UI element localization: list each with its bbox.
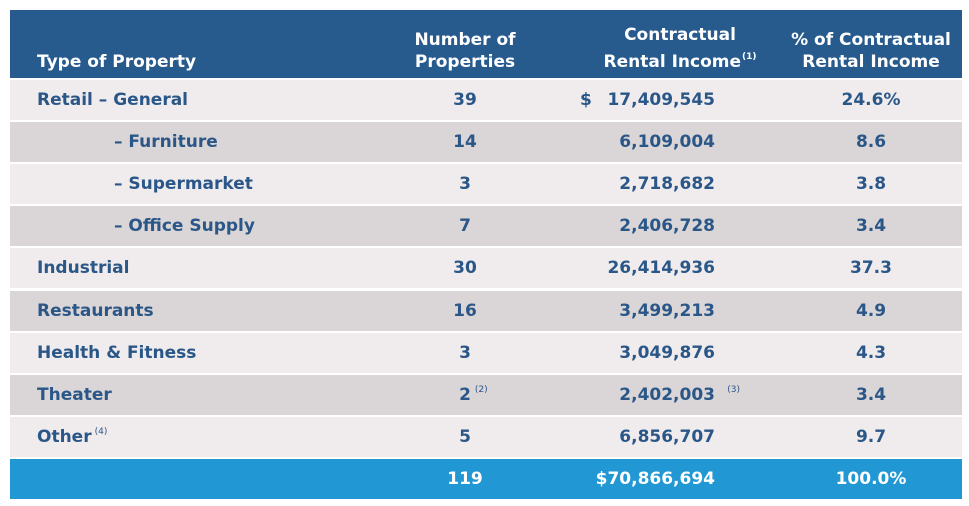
header-pct-line1: % of Contractual bbox=[791, 30, 951, 50]
count-value: 7 bbox=[459, 216, 471, 237]
type-label: Health & Fitness bbox=[37, 342, 197, 363]
cell-type: – Office Supply bbox=[10, 216, 350, 236]
type-label: – Supermarket bbox=[114, 174, 253, 195]
cell-pct: 37.3 bbox=[850, 258, 892, 279]
table-header: Type of Property Number of Properties Con… bbox=[10, 10, 962, 78]
count-value: 14 bbox=[453, 132, 477, 153]
cell-income: 6,109,004 bbox=[580, 132, 780, 152]
cell-pct: 3.4 bbox=[855, 216, 887, 237]
count-value: 3 bbox=[459, 174, 471, 195]
cell-pct: 8.6 bbox=[855, 132, 887, 153]
income-value: 3,049,876 bbox=[619, 342, 715, 363]
cell-pct: 24.6% bbox=[841, 90, 901, 111]
property-table: Type of Property Number of Properties Con… bbox=[10, 10, 962, 499]
cell-type: Industrial bbox=[10, 258, 350, 278]
cell-type: – Furniture bbox=[10, 132, 350, 152]
income-value: 3,499,213 bbox=[619, 300, 715, 321]
income-value: 17,409,545 bbox=[607, 90, 715, 111]
header-type: Type of Property bbox=[37, 52, 197, 72]
cell-count: 14 bbox=[350, 132, 580, 152]
income-value: 2,402,003 bbox=[619, 384, 715, 405]
income-value: 26,414,936 bbox=[607, 258, 715, 279]
cell-pct: 9.7 bbox=[855, 426, 887, 447]
footnote-marker: (2) bbox=[474, 384, 488, 395]
total-pct: 100.0% bbox=[835, 468, 907, 489]
table-row: – Furniture 14 6,109,004 8.6 bbox=[10, 122, 962, 163]
cell-count: 39 bbox=[350, 90, 580, 110]
cell-pct: 3.4 bbox=[855, 384, 887, 405]
cell-type: Theater bbox=[10, 385, 350, 405]
cell-count: 3 bbox=[350, 343, 580, 363]
table-row: – Supermarket 3 2,718,682 3.8 bbox=[10, 164, 962, 205]
type-label: Theater bbox=[37, 384, 112, 405]
cell-income: 2,406,728 bbox=[580, 216, 780, 236]
cell-income: $17,409,545 bbox=[580, 90, 780, 110]
cell-income: 2,718,682 bbox=[580, 174, 780, 194]
type-label: Industrial bbox=[37, 258, 130, 279]
income-value: 6,856,707 bbox=[619, 426, 715, 447]
cell-count: 2 (2) bbox=[350, 385, 580, 405]
type-label: – Office Supply bbox=[114, 216, 255, 237]
cell-income: 26,414,936 bbox=[580, 258, 780, 278]
income-value: 6,109,004 bbox=[619, 132, 715, 153]
table-row: Other (4) 5 6,856,707 9.7 bbox=[10, 416, 962, 457]
header-count-line1: Number of bbox=[414, 30, 516, 50]
count-value: 3 bbox=[459, 342, 471, 363]
count-value: 2 bbox=[459, 384, 471, 405]
type-label: Other bbox=[37, 426, 92, 447]
cell-pct: 4.3 bbox=[855, 342, 887, 363]
cell-pct: 4.9 bbox=[855, 300, 887, 321]
total-row: 119 $70,866,694 100.0% bbox=[10, 458, 962, 499]
cell-type: Other (4) bbox=[10, 427, 350, 447]
table-row: Retail – General 39 $17,409,545 24.6% bbox=[10, 80, 962, 121]
footnote-marker: (1) bbox=[742, 52, 757, 62]
cell-type: Restaurants bbox=[10, 301, 350, 321]
currency-symbol: $ bbox=[580, 90, 592, 111]
income-value: 2,718,682 bbox=[619, 174, 715, 195]
header-income-line2: Rental Income bbox=[603, 52, 742, 72]
header-income-line1: Contractual bbox=[624, 25, 736, 45]
header-count: Number of Properties bbox=[350, 29, 580, 73]
type-label: – Furniture bbox=[114, 132, 218, 153]
table-row: Theater 2 (2) 2,402,003 (3) 3.4 bbox=[10, 374, 962, 415]
cell-type: – Supermarket bbox=[10, 174, 350, 194]
type-label: Retail – General bbox=[37, 90, 189, 111]
table-row: Health & Fitness 3 3,049,876 4.3 bbox=[10, 332, 962, 373]
count-value: 16 bbox=[453, 300, 477, 321]
table-row: Industrial 30 26,414,936 37.3 bbox=[10, 248, 962, 289]
cell-type: Retail – General bbox=[10, 90, 350, 110]
type-label: Restaurants bbox=[37, 300, 154, 321]
footnote-marker: (4) bbox=[94, 426, 108, 437]
cell-count: 7 bbox=[350, 216, 580, 236]
header-income: Contractual Rental Income(1) bbox=[580, 24, 780, 73]
table-row: – Office Supply 7 2,406,728 3.4 bbox=[10, 206, 962, 247]
income-value: 2,406,728 bbox=[619, 216, 715, 237]
cell-count: 3 bbox=[350, 174, 580, 194]
cell-income: 3,049,876 bbox=[580, 343, 780, 363]
cell-count: 16 bbox=[350, 301, 580, 321]
total-count: 119 bbox=[447, 468, 483, 489]
header-pct-line2: Rental Income bbox=[802, 52, 940, 72]
cell-count: 5 bbox=[350, 427, 580, 447]
cell-income: 3,499,213 bbox=[580, 301, 780, 321]
footnote-marker: (3) bbox=[727, 384, 740, 395]
count-value: 5 bbox=[459, 426, 471, 447]
count-value: 39 bbox=[453, 90, 477, 111]
total-income: $70,866,694 bbox=[595, 468, 715, 489]
header-count-line2: Properties bbox=[414, 52, 516, 72]
count-value: 30 bbox=[453, 258, 477, 279]
cell-income: 2,402,003 (3) bbox=[580, 385, 780, 405]
table-row: Restaurants 16 3,499,213 4.9 bbox=[10, 290, 962, 331]
header-pct: % of Contractual Rental Income bbox=[780, 29, 962, 73]
cell-type: Health & Fitness bbox=[10, 343, 350, 363]
cell-income: 6,856,707 bbox=[580, 427, 780, 447]
cell-pct: 3.8 bbox=[855, 174, 887, 195]
cell-count: 30 bbox=[350, 258, 580, 278]
